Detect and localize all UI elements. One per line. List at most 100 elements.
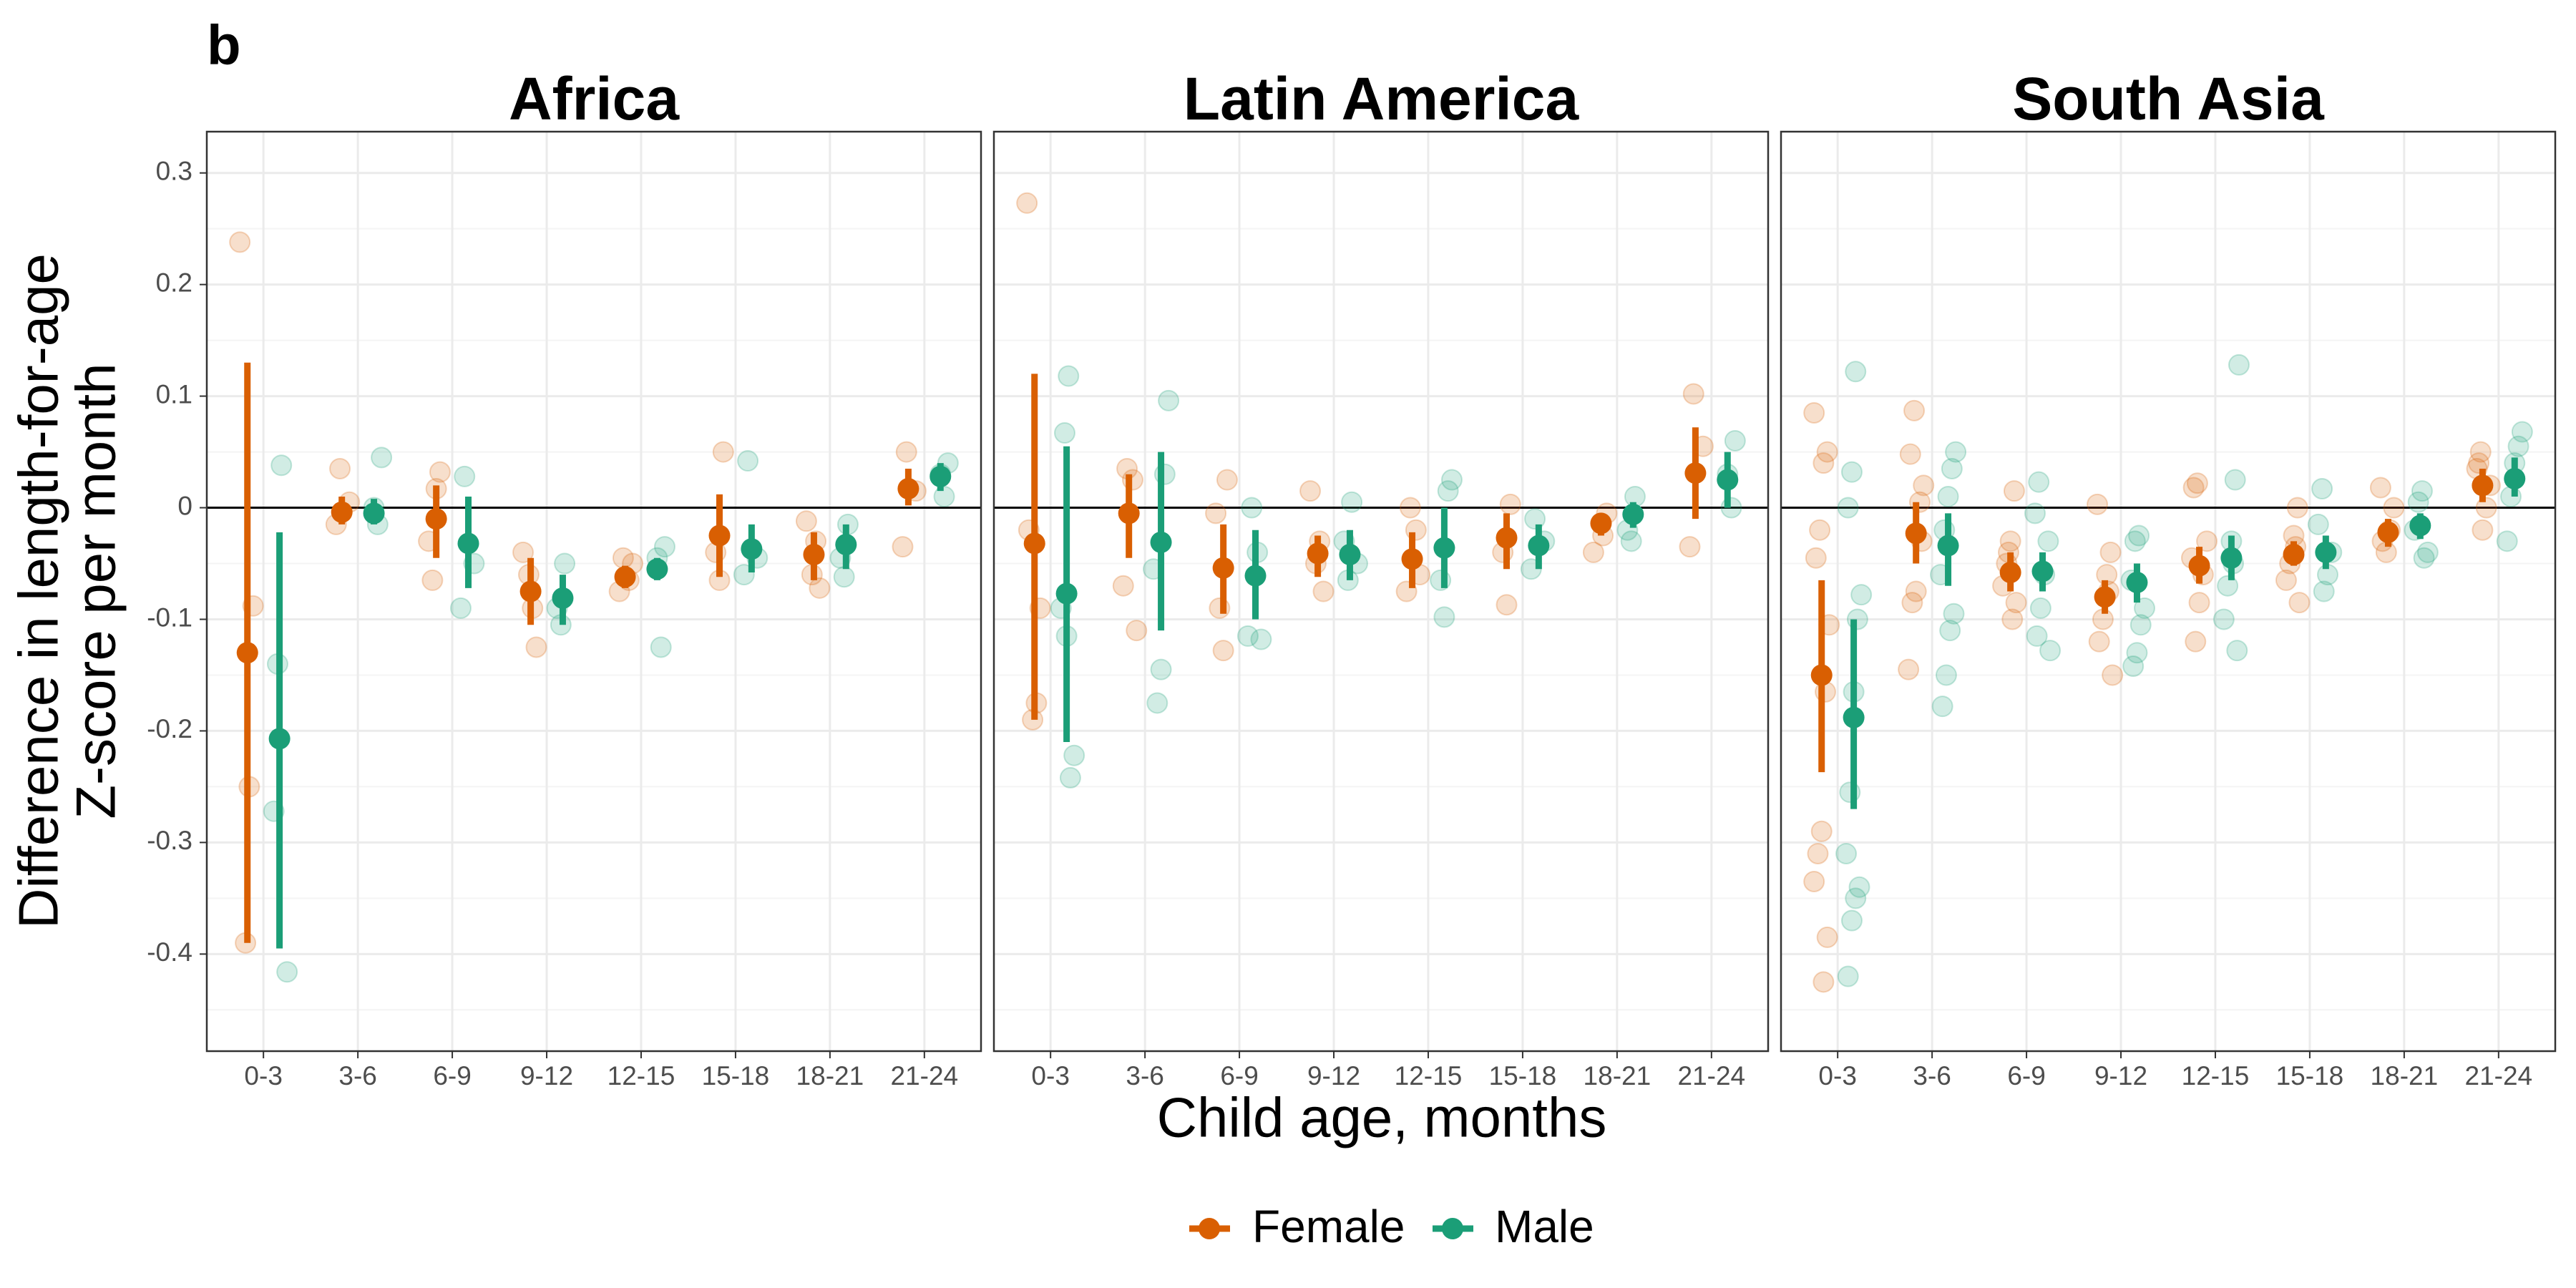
observation-point [1236,625,1259,647]
x-tick-label: 21-24 [891,1061,959,1091]
observation-point [1158,389,1180,411]
estimate-point [1528,535,1550,557]
observation-point [2411,480,2433,502]
observation-point [2496,530,2518,552]
observation-point [1941,457,1963,479]
observation-point [554,552,576,575]
observation-point [1935,664,1957,686]
observation-point [2313,580,2335,602]
observation-point [1720,497,1742,519]
estimate-point [519,580,542,602]
observation-point [2475,497,2497,519]
estimate-point [1055,582,1078,605]
observation-point [1399,497,1421,519]
observation-point [1943,602,1965,625]
observation-point [1899,443,1921,465]
panel-border [1780,130,2557,1053]
observation-point [1850,584,1873,606]
x-tick-label: 6-9 [433,1061,471,1091]
x-tick-label: 3-6 [1913,1061,1951,1091]
observation-point [1908,491,1931,513]
observation-point [2217,575,2239,597]
x-tick-label: 18-21 [796,1061,864,1091]
observation-point [2129,614,2152,636]
observation-point [2122,655,2145,677]
y-tick-label: -0.3 [147,826,192,855]
estimate-point [457,532,479,555]
observation-point [512,541,535,563]
estimate-point [1717,469,1739,491]
observation-point [1341,491,1363,513]
y-axis-title: Difference in length-for-age [7,253,70,929]
observation-point [1216,469,1238,491]
observation-point [933,485,955,507]
observation-point [1931,696,1953,718]
y-axis-title: Z-score per month [64,363,127,819]
observation-point [1679,536,1701,558]
x-tick-label: 9-12 [520,1061,573,1091]
observation-point [1205,502,1227,525]
observation-point [1905,580,1927,602]
observation-point [2196,530,2218,552]
observation-point [2128,525,2150,547]
legend-key-point [1442,1218,1463,1239]
observation-point [2224,469,2246,491]
observation-point [1898,658,1920,680]
estimate-point [1023,532,1045,555]
observation-point [1121,469,1143,491]
observation-point [2126,642,2148,664]
y-tick-label: 0.2 [156,268,192,297]
observation-point [712,441,734,463]
observation-point [454,465,476,487]
estimate-point [1590,512,1612,535]
estimate-point [236,642,258,664]
observation-point [892,536,914,558]
observation-point [1433,606,1455,628]
observation-point [1835,842,1858,864]
x-tick-label: 18-21 [1584,1061,1652,1091]
estimate-point [1810,664,1833,686]
x-tick-label: 21-24 [1678,1061,1746,1091]
observation-point [1524,508,1546,530]
observation-point [2507,435,2529,457]
x-tick-label: 15-18 [2276,1061,2344,1091]
observation-point [1809,519,1831,541]
observation-point [2088,630,2110,653]
observation-point [2028,471,2050,493]
observation-point [2212,608,2235,630]
x-tick-label: 15-18 [1489,1061,1557,1091]
estimate-point [2220,547,2243,569]
estimate-point [741,538,763,560]
observation-point [2124,530,2146,552]
x-tick-label: 9-12 [2094,1061,2147,1091]
observation-point [1805,547,1827,569]
observation-point [2286,497,2308,519]
estimate-point [1843,706,1865,728]
observation-point [1945,441,1967,463]
observation-point [2407,491,2429,513]
observation-point [1845,887,1867,909]
observation-point [1903,399,1926,421]
observation-point [421,569,444,591]
observation-point [1840,909,1863,932]
observation-point [1803,401,1825,424]
estimate-point [1118,502,1140,525]
observation-point [449,597,472,619]
observation-point [1803,870,1825,892]
estimate-point [2283,544,2305,566]
panel-border [992,130,1770,1053]
observation-point [2511,421,2533,443]
observation-point [1058,365,1080,387]
x-tick-label: 15-18 [702,1061,770,1091]
observation-point [2185,630,2207,653]
observation-point [2024,502,2046,525]
estimate-point [1937,535,1959,557]
observation-point [1810,820,1833,842]
observation-point [2416,541,2439,563]
estimate-point [1999,561,2021,583]
estimate-point [1150,531,1172,553]
observation-point [1816,441,1838,463]
y-tick-label: -0.1 [147,602,192,632]
estimate-point [1401,548,1423,570]
